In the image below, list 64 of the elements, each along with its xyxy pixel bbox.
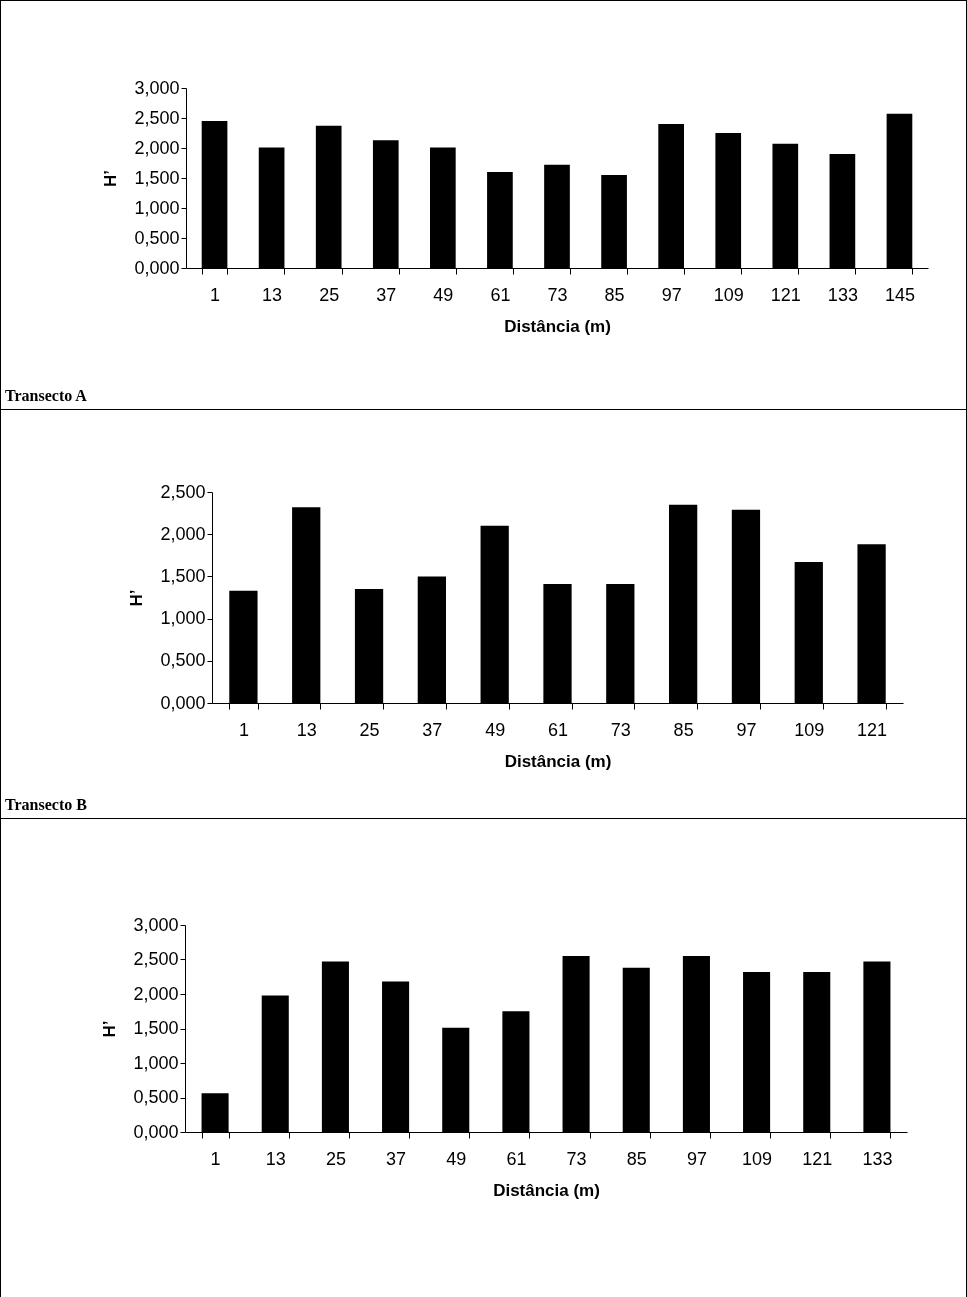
x-axis-title: Distância (m): [504, 316, 611, 336]
text: Transecto B: [5, 796, 87, 814]
y-tick-label: 0,500: [133, 1087, 179, 1107]
x-tick-label: 49: [485, 719, 506, 740]
x-tick-label: 145: [884, 284, 915, 305]
y-axis-title: H’: [127, 589, 147, 607]
x-tick-label: 49: [446, 1148, 467, 1169]
y-tick-label: 1,000: [133, 1052, 179, 1073]
y-tick-label: 2,000: [134, 137, 180, 158]
y-axis-title: H’: [101, 170, 121, 187]
y-tick-label: 0,000: [133, 1121, 179, 1142]
x-tick-label: 1: [210, 284, 221, 305]
x-tick-label: 97: [686, 1148, 707, 1169]
x-tick-label: 121: [770, 284, 801, 305]
x-tick-label: 73: [566, 1148, 587, 1169]
x-tick-label: 13: [262, 284, 283, 305]
x-tick-label: 85: [673, 719, 694, 740]
y-tick-label: 2,500: [134, 107, 180, 128]
x-axis-title: Distância (m): [493, 1180, 600, 1200]
y-tick-label: 2,000: [133, 983, 179, 1004]
y-tick-label: 1,000: [160, 608, 206, 629]
x-tick-label: 73: [547, 284, 568, 305]
x-tick-label: 109: [742, 1148, 773, 1169]
y-tick-label: 2,500: [133, 949, 179, 969]
x-tick-label: 37: [376, 284, 397, 305]
x-tick-label: 109: [794, 719, 825, 740]
x-tick-label: 97: [661, 284, 682, 305]
y-tick-label: 0,000: [134, 257, 180, 278]
y-axis-title: H’: [100, 1020, 120, 1038]
x-tick-label: 61: [506, 1148, 527, 1169]
y-tick-label: 3,000: [133, 914, 179, 935]
x-axis-title: Distância (m): [504, 751, 612, 771]
y-tick-label: 1,500: [160, 565, 206, 586]
y-tick-label: 3,000: [134, 77, 180, 98]
y-tick-label: 0,000: [160, 692, 206, 713]
x-tick-label: 109: [713, 284, 744, 305]
x-tick-label: 61: [490, 284, 511, 305]
x-tick-label: 61: [547, 719, 569, 740]
x-tick-label: 121: [857, 719, 888, 740]
x-tick-label: 133: [862, 1148, 893, 1169]
y-tick-label: 0,500: [160, 650, 206, 671]
x-tick-label: 121: [802, 1148, 833, 1169]
x-tick-label: 97: [736, 719, 757, 740]
x-tick-label: 1: [238, 719, 249, 740]
x-tick-label: 37: [386, 1148, 407, 1169]
x-tick-label: 25: [325, 1148, 346, 1169]
text: Transecto A: [5, 387, 87, 405]
x-tick-label: 25: [319, 284, 340, 305]
x-tick-label: 13: [296, 719, 317, 740]
y-tick-label: 1,000: [134, 197, 180, 218]
y-tick-label: 2,500: [160, 481, 206, 502]
x-tick-label: 37: [422, 719, 443, 740]
x-tick-label: 133: [827, 284, 858, 305]
x-tick-label: 85: [604, 284, 625, 305]
y-tick-label: 1,500: [133, 1018, 179, 1038]
y-tick-label: 1,500: [134, 167, 180, 188]
x-tick-label: 85: [626, 1148, 647, 1169]
x-tick-label: 73: [610, 719, 631, 740]
x-tick-label: 49: [433, 284, 454, 305]
x-tick-label: 13: [265, 1148, 286, 1169]
y-tick-label: 2,000: [160, 523, 206, 544]
x-tick-label: 1: [210, 1148, 221, 1169]
y-tick-label: 0,500: [134, 227, 180, 248]
x-tick-label: 25: [359, 719, 380, 740]
